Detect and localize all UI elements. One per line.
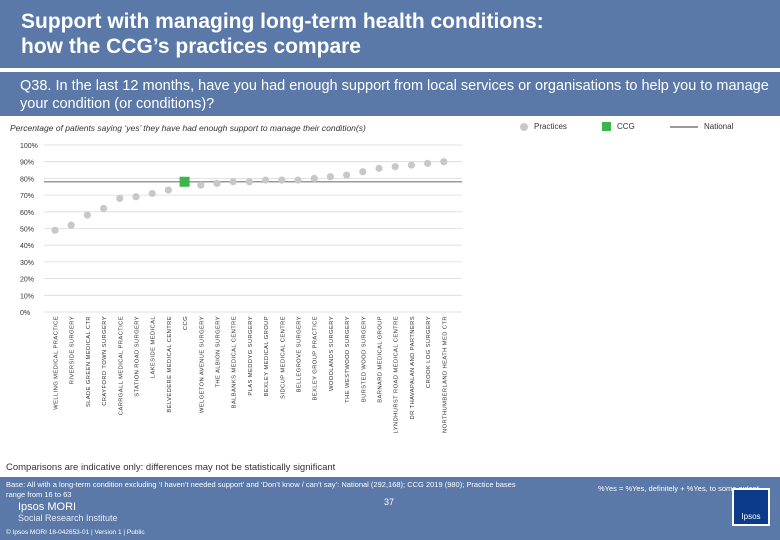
- practice-dot-icon: [520, 122, 528, 131]
- page-title: Support with managing long-term health c…: [21, 10, 544, 58]
- category-label: SIDCUP MEDICAL CENTRE: [280, 316, 286, 399]
- national-line-icon: [670, 125, 698, 128]
- practice-point: [197, 181, 205, 189]
- y-tick-label: 30%: [20, 260, 34, 267]
- logo-line2: Social Research Institute: [18, 513, 118, 523]
- practice-point: [424, 159, 432, 167]
- practice-point: [326, 173, 334, 181]
- practice-point: [278, 176, 286, 184]
- practice-point: [359, 168, 367, 176]
- question-banner: Q38. In the last 12 months, have you had…: [0, 72, 780, 116]
- practice-point: [100, 204, 108, 213]
- legend-ccg: CCG: [602, 122, 635, 131]
- practice-point: [294, 176, 302, 184]
- practice-point: [310, 174, 318, 182]
- base-text: Base: All with a long-term condition exc…: [6, 480, 516, 499]
- chart-subtitle: Percentage of patients saying ‘yes’ they…: [10, 123, 366, 133]
- practice-point: [67, 221, 75, 229]
- y-tick-label: 90%: [20, 160, 34, 167]
- yes-definition: %Yes = %Yes, definitely + %Yes, to some …: [598, 484, 759, 493]
- y-tick-label: 70%: [20, 193, 34, 200]
- practice-point: [83, 211, 91, 219]
- category-label: CRAYFORD TOWN SURGERY: [102, 316, 108, 406]
- category-label: PLAS MEDDYG SURGERY: [248, 316, 254, 396]
- category-label: WELLING MEDICAL PRACTICE: [54, 316, 60, 410]
- ccg-square-icon: [602, 122, 611, 131]
- category-label: BEXLEY MEDICAL GROUP: [264, 316, 270, 396]
- y-tick-label: 50%: [20, 227, 34, 234]
- category-label: WELGETON AVENUE SURGERY: [199, 316, 205, 413]
- practice-point: [262, 176, 270, 184]
- y-tick-label: 0%: [20, 310, 30, 317]
- practice-point: [132, 193, 140, 201]
- category-label: LYNDHURST ROAD MEDICAL CENTRE: [394, 316, 400, 433]
- ipsos-logo-text: Ipsos: [741, 512, 761, 521]
- header-banner: Support with managing long-term health c…: [0, 0, 780, 68]
- comparison-note: Comparisons are indicative only: differe…: [6, 462, 336, 473]
- ccg-point: [179, 176, 190, 187]
- y-tick-label: 60%: [20, 210, 34, 217]
- category-label: CARRGALL MEDICAL PRACTICE: [118, 316, 124, 415]
- practice-point: [407, 161, 415, 169]
- category-label: BELVEDERE MEDICAL CENTRE: [167, 316, 173, 413]
- category-label: WOODLANDS SURGERY: [329, 316, 335, 391]
- legend-ccg-label: CCG: [617, 122, 635, 131]
- practice-point: [51, 226, 59, 234]
- practice-point: [375, 164, 383, 172]
- category-label: DR THAVAPALAN AND PARTNERS: [410, 316, 416, 420]
- practice-point: [213, 179, 221, 188]
- y-tick-label: 10%: [20, 293, 34, 300]
- category-label: BARNARD MEDICAL GROUP: [378, 316, 384, 403]
- ipsos-mori-logo: Ipsos MORI Social Research Institute: [18, 502, 118, 524]
- y-tick-label: 100%: [20, 143, 38, 150]
- practice-point: [229, 178, 237, 186]
- chart: 0% 10% 20% 30% 40% 50% 60% 70% 80% 90% 100% WELLING…: [20, 143, 462, 433]
- question-text: Q38. In the last 12 months, have you had…: [20, 78, 769, 112]
- practice-point: [116, 194, 124, 203]
- category-label: NORTHUMBERLAND HEATH MED CTR: [442, 316, 448, 433]
- chart-legend: Practices CCG National: [520, 122, 770, 136]
- y-tick-label: 40%: [20, 243, 34, 250]
- practice-point: [148, 189, 156, 198]
- logo-line1: Ipsos MORI: [18, 501, 77, 513]
- practice-point: [440, 158, 448, 166]
- page-number: 37: [384, 497, 395, 507]
- category-label: THE WESTWOOD SURGERY: [345, 316, 351, 403]
- category-label: CCG: [183, 316, 189, 330]
- legend-practices-label: Practices: [534, 122, 567, 131]
- legend-national: National: [670, 122, 733, 131]
- practice-point: [245, 178, 253, 186]
- y-tick-label: 80%: [20, 176, 34, 183]
- category-label: THE ALBION SURGERY: [216, 316, 222, 388]
- legend-practices: Practices: [520, 122, 567, 131]
- practice-point: [164, 186, 172, 194]
- category-label: CROOK LOG SURGERY: [426, 316, 432, 388]
- legend-national-label: National: [704, 122, 734, 131]
- copyright: © Ipsos MORI 18-042653-01 | Version 1 | …: [6, 529, 145, 536]
- practice-point: [343, 171, 351, 179]
- category-label: RIVERSIDE SURGERY: [70, 316, 76, 384]
- y-tick-label: 20%: [20, 277, 34, 284]
- practice-point: [391, 163, 399, 171]
- category-label: BELLEGROVE SURGERY: [297, 316, 303, 392]
- category-label: BURSTED WOOD SURGERY: [361, 316, 367, 402]
- footer: Base: All with a long-term condition exc…: [0, 477, 780, 540]
- category-label: LAKESIDE MEDICAL: [151, 316, 157, 379]
- category-label: STATION ROAD SURGERY: [135, 316, 141, 397]
- category-label: BALBANKS MEDICAL CENTRE: [232, 316, 238, 408]
- category-label: BEXLEY GROUP PRACTICE: [313, 316, 319, 401]
- category-label: SLADE GREEN MEDICAL CTR: [86, 316, 92, 407]
- ipsos-logo-icon: Ipsos: [732, 488, 770, 526]
